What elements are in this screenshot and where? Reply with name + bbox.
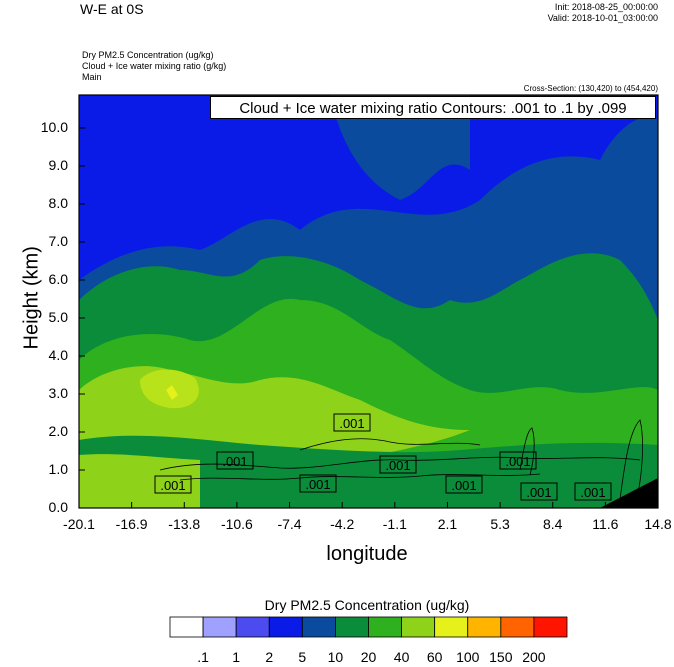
colorbar-swatch xyxy=(202,616,237,638)
contour-label: .001 xyxy=(299,474,337,493)
x-tick-label: -4.2 xyxy=(330,516,355,532)
contour-label: .001 xyxy=(520,482,558,501)
svg-text:.001: .001 xyxy=(339,416,364,431)
colorbar-label: 5 xyxy=(298,649,307,665)
svg-text:.001: .001 xyxy=(305,477,330,492)
colorbar-label: 1 xyxy=(232,649,241,665)
y-tick-label: 4.0 xyxy=(48,347,68,363)
colorbar-swatch xyxy=(533,616,568,638)
y-tick-label: 9.0 xyxy=(48,157,68,173)
x-axis xyxy=(78,502,659,508)
y-tick-label: 2.0 xyxy=(48,423,68,439)
contour-info-box: Cloud + Ice water mixing ratio Contours:… xyxy=(210,96,656,119)
colorbar-label: .1 xyxy=(197,649,209,665)
x-tick-label: 5.3 xyxy=(490,516,510,532)
figure-title: W-E at 0S xyxy=(80,1,144,17)
y-tick-label: 5.0 xyxy=(48,309,68,325)
colorbar-label: 200 xyxy=(522,649,546,665)
colorbar-swatch xyxy=(434,616,469,638)
colorbar-swatch xyxy=(268,616,303,638)
svg-text:.001: .001 xyxy=(580,485,605,500)
contour-label: .001 xyxy=(333,413,371,432)
colorbar-swatch xyxy=(401,616,436,638)
field-list: Dry PM2.5 Concentration (ug/kg) Cloud + … xyxy=(82,50,226,83)
colorbar-label: 60 xyxy=(426,649,443,665)
x-tick-label: -7.4 xyxy=(277,516,302,532)
x-tick-label: 14.8 xyxy=(644,516,672,532)
init-time: Init: 2018-08-25_00:00:00 xyxy=(554,2,658,12)
contour-label: .001 xyxy=(379,455,417,474)
time-info: Init: 2018-08-25_00:00:00 Valid: 2018-10… xyxy=(548,2,658,24)
contour-label: .001 xyxy=(499,451,537,470)
contour-label: .001 xyxy=(445,475,483,494)
y-tick-label: 3.0 xyxy=(48,385,68,401)
y-tick-label: 7.0 xyxy=(48,233,68,249)
colorbar xyxy=(169,616,568,638)
contour-label: .001 xyxy=(574,482,612,501)
heatmap-fill xyxy=(79,95,658,508)
colorbar-label: 10 xyxy=(327,649,344,665)
x-tick-label: -16.9 xyxy=(115,516,148,532)
cross-section-label: Cross-Section: (130,420) to (454,420) xyxy=(523,84,658,93)
colorbar-title: Dry PM2.5 Concentration (ug/kg) xyxy=(264,597,470,613)
colorbar-label: 2 xyxy=(265,649,274,665)
contour-label: .001 xyxy=(154,475,192,494)
x-tick-label: 8.4 xyxy=(542,516,563,532)
y-tick-label: 1.0 xyxy=(48,461,68,477)
colorbar-swatch xyxy=(169,616,204,638)
y-axis xyxy=(79,127,85,509)
svg-text:.001: .001 xyxy=(505,454,530,469)
colorbar-swatch xyxy=(368,616,402,638)
colorbar-swatch xyxy=(301,616,336,638)
y-tick-label: 10.0 xyxy=(40,119,68,135)
colorbar-label: 20 xyxy=(360,649,377,665)
svg-text:.001: .001 xyxy=(385,458,410,473)
plot-frame xyxy=(78,94,659,509)
field-2: Cloud + Ice water mixing ratio (g/kg) xyxy=(82,61,227,71)
contour-labels: .001 .001 .001 .001 .001 .001 .001 .001 .001 xyxy=(154,413,612,501)
svg-text:.001: .001 xyxy=(160,478,185,493)
cloud-contours xyxy=(159,419,643,501)
x-tick-label: -1.1 xyxy=(382,516,407,532)
svg-text:.001: .001 xyxy=(222,454,247,469)
svg-text:.001: .001 xyxy=(451,478,476,493)
x-tick-label: -10.6 xyxy=(220,516,253,532)
x-axis-label: longitude xyxy=(326,543,408,565)
colorbar-swatch xyxy=(500,616,535,638)
x-tick-label: -20.1 xyxy=(63,516,95,532)
colorbar-label: 150 xyxy=(489,649,513,665)
field-3: Main xyxy=(82,72,102,82)
valid-time: Valid: 2018-10-01_03:00:00 xyxy=(547,13,658,23)
y-tick-label: 0.0 xyxy=(48,499,68,515)
y-tick-label: 6.0 xyxy=(48,271,68,287)
colorbar-label: 40 xyxy=(393,649,410,665)
colorbar-swatch xyxy=(335,616,369,638)
colorbar-swatch xyxy=(467,616,502,638)
colorbar-swatch xyxy=(235,616,270,638)
x-tick-label: 2.1 xyxy=(437,516,458,532)
field-1: Dry PM2.5 Concentration (ug/kg) xyxy=(82,50,214,60)
colorbar-label: 100 xyxy=(456,649,480,665)
y-axis-label: Height (km) xyxy=(20,246,43,350)
x-tick-label: -13.8 xyxy=(168,516,201,532)
svg-text:.001: .001 xyxy=(526,485,551,500)
y-tick-label: 8.0 xyxy=(48,195,68,211)
x-tick-label: 11.6 xyxy=(592,516,619,532)
contour-label: .001 xyxy=(216,451,254,470)
